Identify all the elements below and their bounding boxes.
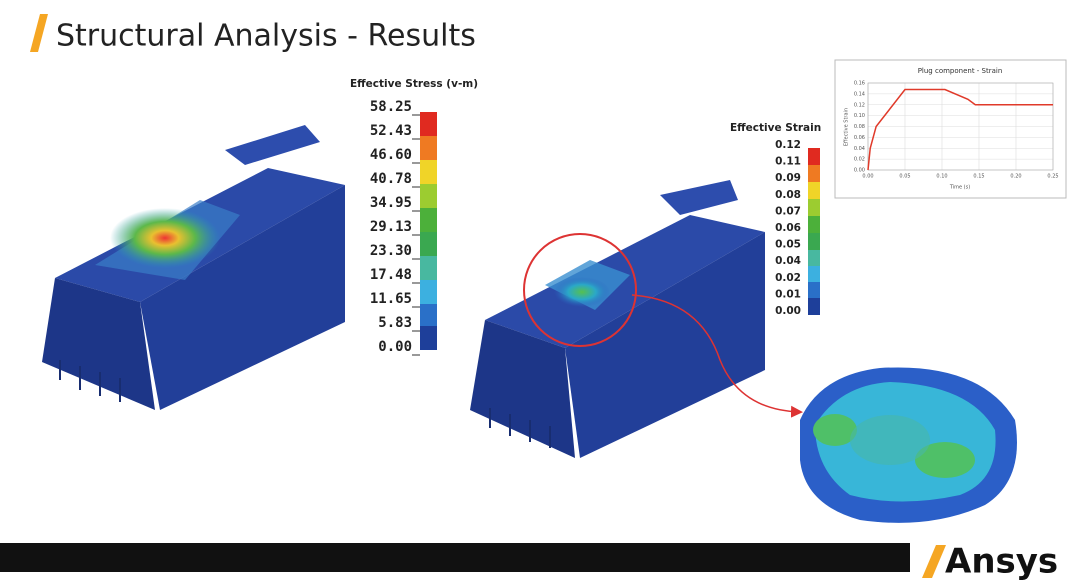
y-tick-label: 0.08 [854,124,865,130]
legend-label: 46.60 [370,147,412,163]
x-tick-label: 0.25 [1047,174,1058,180]
legend-label: 5.83 [378,315,412,331]
y-tick-label: 0.04 [854,146,865,152]
legend-label: 0.06 [775,222,801,234]
logo: Ansys [945,542,1058,582]
chart-title: Plug component - Strain [918,67,1003,75]
y-tick-label: 0.16 [854,81,865,87]
color-bar [808,148,820,315]
strain-model [470,180,1017,523]
x-tick-label: 0.00 [862,174,873,180]
title-accent [30,14,48,52]
legend-label: 17.48 [370,267,412,283]
legend-label: 0.00 [775,305,801,317]
x-tick-label: 0.15 [973,174,984,180]
legend-label: 0.08 [775,189,801,201]
legend-label: 0.00 [378,339,412,355]
y-tick-label: 0.12 [854,102,865,108]
y-tick-label: 0.14 [854,91,865,97]
x-tick-label: 0.05 [899,174,910,180]
legend-label: 23.30 [370,243,412,259]
legend-label: 58.25 [370,99,412,115]
legend-label: 11.65 [370,291,412,307]
y-tick-label: 0.00 [854,168,865,174]
y-axis-label: Effective Strain [844,108,850,146]
y-tick-label: 0.06 [854,135,865,141]
legend-label: 0.01 [775,288,801,300]
legend-label: 34.95 [370,195,412,211]
x-tick-label: 0.20 [1010,174,1021,180]
legend-title: Effective Stress (v-m) [350,78,478,90]
plot-frame [867,82,1054,171]
legend-label: 0.04 [775,255,801,267]
y-tick-label: 0.10 [854,113,865,119]
y-tick-label: 0.02 [854,157,865,163]
data-line [867,88,1053,171]
legend-label: 0.05 [775,239,801,251]
footer-band [0,543,910,572]
legend-label: 0.09 [775,172,801,184]
slide-title: Structural Analysis - Results [56,19,476,54]
legend-label: 40.78 [370,171,412,187]
legend-label: 0.02 [775,272,801,284]
legend-title: Effective Strain [730,122,821,134]
x-axis-label: Time (s) [949,185,970,191]
stress-model [42,125,345,410]
color-bar [420,112,437,350]
legend-label: 52.43 [370,123,412,139]
legend-label: 0.12 [775,139,801,151]
legend-label: 29.13 [370,219,412,235]
logo-accent [922,545,946,578]
legend-label: 0.11 [775,156,801,168]
legend-label: 0.07 [775,205,801,217]
x-tick-label: 0.10 [936,174,947,180]
